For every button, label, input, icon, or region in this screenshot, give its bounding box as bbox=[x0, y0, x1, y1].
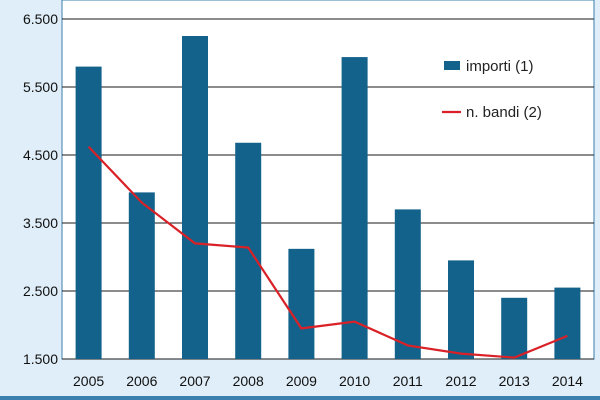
bar-2014 bbox=[554, 287, 581, 359]
y-tick-label: 2.500 bbox=[23, 283, 58, 299]
bar-2008 bbox=[235, 142, 262, 359]
y-tick-label: 3.500 bbox=[23, 215, 58, 231]
y-axis-ticks: 1.500 2.500 3.500 4.500 5.500 6.500 bbox=[23, 11, 58, 367]
x-tick-label: 2014 bbox=[552, 373, 583, 389]
line-series bbox=[87, 146, 568, 359]
bar-2006 bbox=[128, 192, 155, 359]
y-tick-label: 6.500 bbox=[23, 11, 58, 27]
x-tick-label: 2012 bbox=[445, 373, 476, 389]
y-tick-label: 1.500 bbox=[23, 351, 58, 367]
bar-2007 bbox=[182, 36, 208, 359]
bar-2005 bbox=[75, 66, 102, 359]
x-tick-label: 2007 bbox=[179, 373, 210, 389]
legend-label-line: n. bandi (2) bbox=[466, 104, 542, 121]
bar-2011 bbox=[394, 209, 421, 359]
y-tick-label: 5.500 bbox=[23, 79, 58, 95]
bottom-border bbox=[0, 396, 600, 400]
x-tick-label: 2006 bbox=[126, 373, 157, 389]
x-tick-label: 2009 bbox=[286, 373, 317, 389]
bar-series bbox=[75, 36, 581, 360]
x-tick-label: 2011 bbox=[393, 373, 423, 389]
x-axis-ticks: 2005 2006 2007 2008 2009 2010 2011 2012 2013 2014 bbox=[73, 373, 583, 389]
x-tick-label: 2010 bbox=[339, 373, 370, 389]
x-tick-label: 2005 bbox=[73, 373, 104, 389]
x-tick-label: 2013 bbox=[499, 373, 530, 389]
legend-label-bars: importi (1) bbox=[466, 58, 534, 75]
legend: importi (1) n. bandi (2) bbox=[442, 58, 542, 121]
y-tick-label: 4.500 bbox=[23, 147, 58, 163]
legend-bar-swatch bbox=[444, 61, 460, 70]
bar-2009 bbox=[288, 248, 315, 359]
bar-2012 bbox=[448, 260, 474, 359]
x-tick-label: 2008 bbox=[233, 373, 264, 389]
bar-2013 bbox=[501, 297, 528, 359]
bar-2010 bbox=[341, 57, 368, 360]
